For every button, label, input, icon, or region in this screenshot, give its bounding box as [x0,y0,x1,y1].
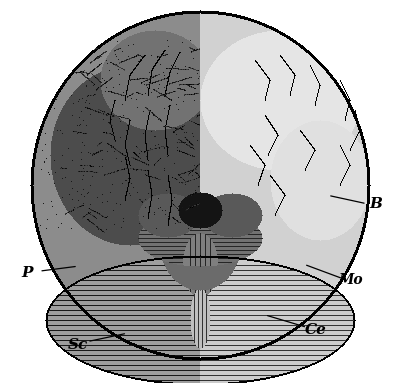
Text: Mo: Mo [339,273,364,287]
Text: B: B [370,197,382,211]
Text: Sc: Sc [68,338,88,352]
Text: P: P [22,266,33,280]
Text: Ce: Ce [305,323,327,337]
